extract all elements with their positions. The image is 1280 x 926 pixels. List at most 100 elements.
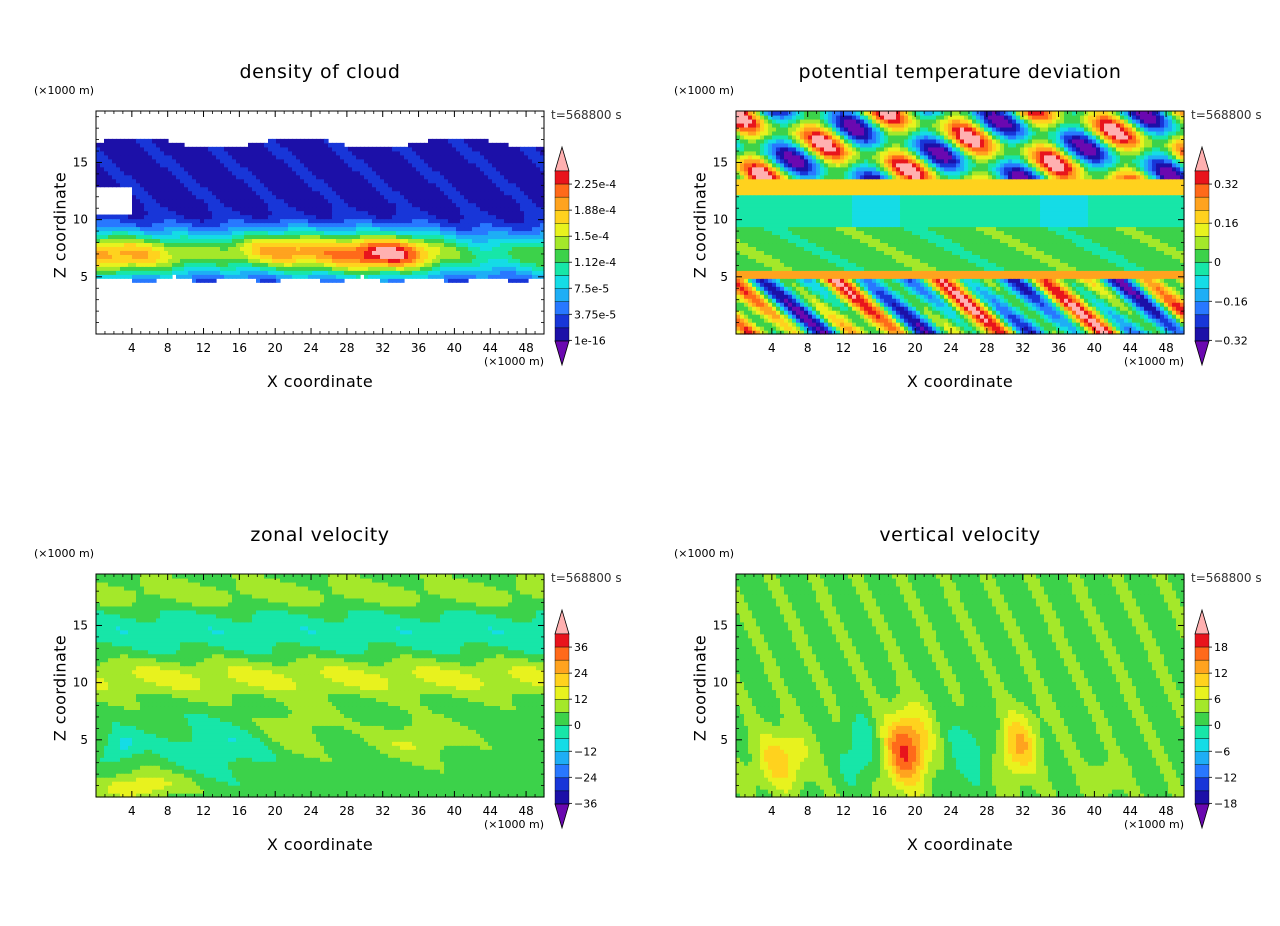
field-cell [164,202,169,208]
field-cell [176,202,181,208]
field-cell [516,150,521,156]
field-cell [500,254,505,259]
field-cell [512,174,517,180]
field-cell [324,234,329,240]
field-cell [292,146,297,152]
field-cell [256,186,261,192]
field-cell [220,218,225,224]
field-cell [404,254,409,259]
field-cell [496,162,501,168]
field-cell [476,138,481,144]
field-cell [236,242,241,247]
field-cell [1168,326,1173,331]
field-cell [300,266,305,271]
field-cell [1092,322,1097,327]
field-cell [272,170,277,176]
field-cell [296,170,301,176]
field-cell [288,234,293,240]
field-cell [348,230,353,236]
field-cell [256,226,261,232]
field-cell [536,250,541,255]
field-cell [1060,310,1065,315]
field-cell [960,326,965,331]
field-cell [432,178,437,184]
field-cell [328,158,333,164]
field-cell [452,242,457,247]
field-cell [848,298,853,303]
field-cell [872,310,877,315]
field-cell [528,186,533,192]
field-cell [272,174,277,180]
field-cell [1040,322,1045,327]
field-cell [992,302,997,307]
field-cell [460,166,465,172]
field-cell [192,238,197,244]
field-cell [412,222,417,228]
field-cell [496,238,501,244]
field-cell [308,166,313,172]
field-cell [200,166,205,172]
field-cell [200,158,205,164]
field-cell [496,186,501,192]
field-cell [392,198,397,204]
field-cell [136,146,141,152]
field-cell [244,238,249,244]
field-cell [120,154,125,160]
field-cell [452,246,457,251]
field-cell [176,170,181,176]
field-cell [388,150,393,156]
field-cell [752,326,757,331]
field-cell [440,250,445,255]
field-cell [348,234,353,240]
field-cell [260,242,265,247]
field-cell [292,234,297,240]
field-cell [320,234,325,240]
field-cell [428,258,433,263]
field-cell [460,238,465,244]
field-cell [356,158,361,164]
field-cell [500,190,505,196]
field-cell [408,194,413,200]
field-cell [260,154,265,160]
field-cell [116,262,121,267]
field-cell [484,202,489,208]
field-cell [936,326,941,331]
field-cell [324,214,329,220]
field-cell [488,194,493,200]
field-cell [844,326,849,331]
field-cell [116,234,121,240]
field-cell [876,314,881,319]
field-cell [480,262,485,267]
field-cell [464,170,469,176]
field-cell [420,250,425,255]
field-cell [444,162,449,168]
field-cell [376,274,381,279]
field-cell [1160,314,1165,319]
field-cell [416,146,421,152]
field-cell [312,238,317,244]
field-cell [372,198,377,204]
field-cell [152,146,157,152]
y-tick-label: 10 [73,213,88,227]
field-cell [184,146,189,152]
field-cell [500,166,505,172]
field-cell [100,274,105,279]
field-cell [144,162,149,168]
field-cell [244,250,249,255]
field-cell [516,198,521,204]
field-cell [756,294,761,299]
field-cell [368,178,373,184]
field-cell [768,318,773,323]
field-cell [244,214,249,220]
field-cell [476,154,481,160]
field-cell [340,178,345,184]
field-cell [444,238,449,244]
field-cell [956,322,961,327]
field-cell [396,274,401,279]
field-cell [464,234,469,240]
field-cell [340,226,345,232]
field-cell [456,210,461,216]
field-cell [128,242,133,247]
field-cell [96,262,101,267]
field-cell [1136,326,1141,331]
